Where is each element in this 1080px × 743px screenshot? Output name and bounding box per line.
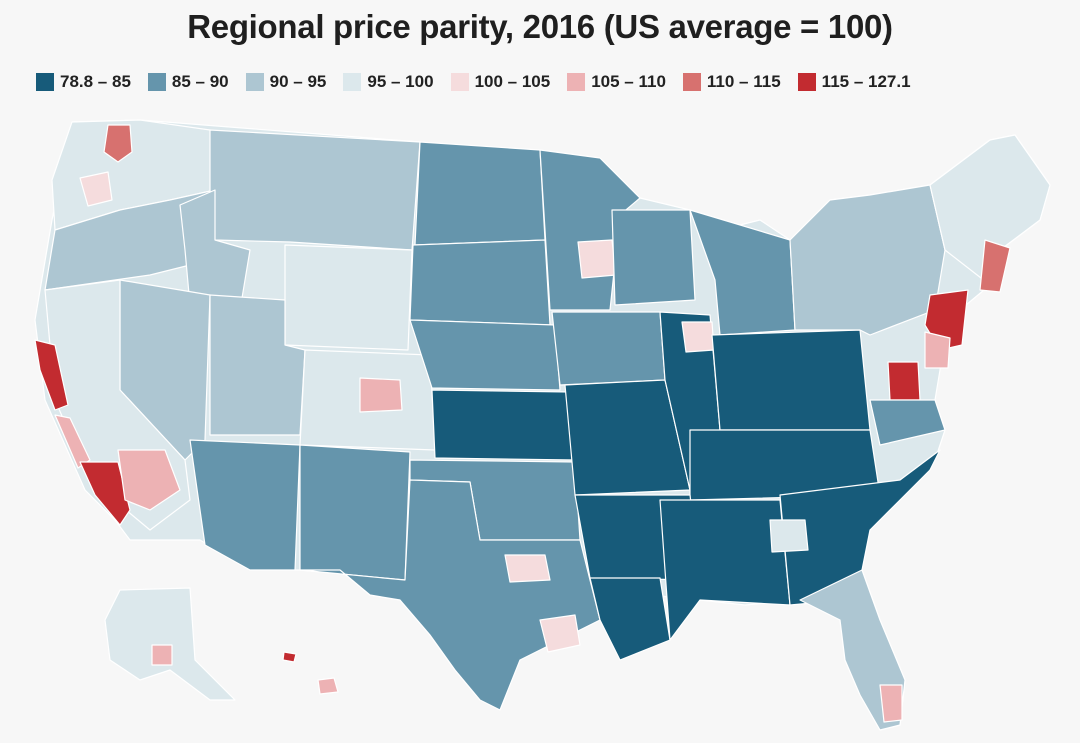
map-region-north-dakota [414, 141, 546, 246]
map-region-florida [799, 569, 906, 731]
map-region-portland [79, 171, 113, 207]
map-region-nebraska [409, 319, 561, 391]
legend-label-7: 110 – 115 [706, 72, 781, 91]
map-region-philadelphia [924, 331, 951, 369]
map-region-sf-bay [34, 339, 69, 411]
legend-swatch-8 [797, 73, 816, 91]
map-region-wisconsin [611, 209, 696, 306]
legend-swatch-4 [343, 73, 362, 91]
legend-swatch-3 [245, 73, 264, 91]
map-region-alaska [104, 587, 236, 701]
map-region-new-england [929, 134, 1051, 286]
legend-item-2: 85 – 90 [147, 72, 229, 92]
legend-swatch-6 [567, 73, 586, 91]
map-region-inland-empire [117, 449, 181, 511]
map-region-boston [979, 239, 1011, 293]
map-region-washington-dc [887, 361, 921, 401]
map-region-central-coast [54, 414, 91, 469]
map-region-hawaii-islands [317, 677, 339, 695]
legend-label-1: 78.8 – 85 [60, 72, 131, 91]
legend-label-6: 105 – 110 [591, 72, 666, 91]
legend-label-5: 100 – 105 [474, 72, 551, 91]
legend: 78.8 – 85 85 – 90 90 – 95 95 – 100 100 –… [36, 70, 928, 94]
map-region-louisiana [589, 577, 671, 661]
map-region-upstate-ny-pa [789, 184, 946, 336]
map-region-virginia [869, 399, 946, 446]
legend-item-5: 100 – 105 [450, 72, 551, 92]
legend-item-6: 105 – 110 [567, 72, 666, 92]
map-region-idaho [179, 189, 251, 311]
map-region-anchorage [151, 644, 173, 666]
map-region-texas [299, 479, 601, 711]
legend-item-8: 115 – 127.1 [797, 72, 911, 92]
map-region-iowa [551, 311, 666, 386]
legend-item-3: 90 – 95 [245, 72, 327, 92]
us-choropleth-map [34, 119, 1051, 731]
map-region-montana [209, 129, 421, 251]
map-region-atlanta [769, 519, 809, 553]
map-region-arizona [189, 439, 301, 571]
map-region-denver [359, 377, 403, 413]
legend-label-8: 115 – 127.1 [821, 72, 911, 91]
chart-title: Regional price parity, 2016 (US average … [187, 8, 893, 45]
map-region-twin-cities [577, 239, 617, 279]
map-region-new-mexico [299, 444, 411, 581]
legend-swatch-2 [147, 73, 166, 91]
map-region-houston [539, 614, 581, 653]
map-region-mississippi-alabama [659, 499, 791, 641]
legend-swatch-7 [682, 73, 701, 91]
legend-swatch-1 [36, 73, 54, 91]
map-region-kansas [431, 389, 576, 461]
legend-label-4: 95 – 100 [367, 72, 434, 91]
legend-label-2: 85 – 90 [171, 72, 229, 91]
map-region-seattle [103, 124, 133, 163]
legend-label-3: 90 – 95 [269, 72, 327, 91]
map-region-michigan [689, 209, 796, 336]
map-region-south-florida [879, 684, 903, 723]
legend-swatch-5 [450, 73, 469, 91]
legend-item-7: 110 – 115 [682, 72, 781, 92]
map-region-south-dakota [409, 239, 551, 326]
map-region-wyoming [284, 244, 413, 351]
map-region-dallas [504, 554, 551, 583]
map-region-chicago [681, 321, 715, 353]
map-region-indiana-ohio [711, 329, 871, 431]
legend-item-4: 95 – 100 [343, 72, 434, 92]
map-region-hawaii-honolulu [282, 651, 297, 663]
legend-item-1: 78.8 – 85 [36, 72, 131, 92]
map-region-los-angeles [79, 461, 131, 526]
